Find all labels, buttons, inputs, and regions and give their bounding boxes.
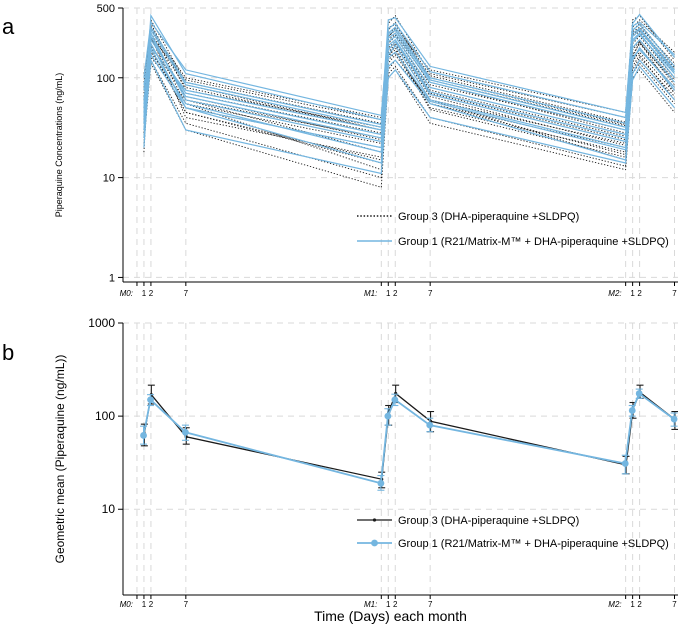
individual-line-group-1-5 <box>143 58 675 175</box>
individual-line-group-1-7 <box>143 20 675 119</box>
individual-line-group-3-8 <box>143 19 675 119</box>
x-tick-label-b-11: 7 <box>672 600 677 609</box>
mean-point-group-1-6 <box>426 421 434 429</box>
legend-label-a-1: Group 1 (R21/Matrix-M™ + DHA-piperaquine… <box>398 236 669 248</box>
x-tick-label-b-3: 7 <box>184 600 189 609</box>
individual-line-group-1-9 <box>143 30 675 143</box>
x-tick-label-a-7: 7 <box>428 289 433 298</box>
panel-label-b: b <box>2 340 15 365</box>
individual-line-group-1-11 <box>143 25 675 128</box>
individual-line-group-3-12 <box>143 48 675 161</box>
x-tick-label-b-4: M1: <box>364 600 377 609</box>
x-tick-label-b-0: M0: <box>120 600 133 609</box>
individual-line-group-1-8 <box>143 48 675 153</box>
mean-point-group-1-4 <box>384 412 392 420</box>
individual-line-group-3-0 <box>143 36 675 158</box>
individual-line-group-1-2 <box>143 53 675 164</box>
x-tick-label-b-7: 7 <box>428 600 433 609</box>
y-tick-label-a-3: 500 <box>97 3 115 15</box>
x-tick-label-b-10: 2 <box>637 600 642 609</box>
individual-line-group-3-3 <box>143 14 675 124</box>
individual-line-group-3-10 <box>143 51 675 153</box>
x-tick-label-b-6: 2 <box>393 600 398 609</box>
gridlines-b <box>123 322 678 595</box>
x-tick-label-a-11: 7 <box>672 289 677 298</box>
y-tick-label-b-0: 10 <box>102 502 116 516</box>
plot-area-b <box>140 384 678 491</box>
mean-point-group-1-9 <box>635 390 643 397</box>
individual-line-group-3-16 <box>143 36 675 146</box>
series-b-group-3 <box>140 384 678 489</box>
legend-label-b-0: Group 3 (DHA-piperaquine +SLDPQ) <box>398 515 579 527</box>
mean-line-group-1 <box>142 392 675 485</box>
x-tick-label-a-0: M0: <box>120 289 133 298</box>
x-tick-label-a-4: M1: <box>364 289 377 298</box>
y-tick-label-b-2: 1000 <box>88 316 115 330</box>
individual-line-group-1-10 <box>143 29 675 131</box>
mean-point-group-1-5 <box>391 396 399 404</box>
legend-label-b-1: Group 1 (R21/Matrix-M™ + DHA-piperaquine… <box>398 538 669 550</box>
x-tick-label-a-3: 7 <box>184 289 189 298</box>
y-tick-label-a-1: 10 <box>103 173 115 185</box>
series-b-group-1 <box>140 388 678 491</box>
mean-point-group-1-10 <box>670 415 678 423</box>
y-tick-label-b-1: 100 <box>95 409 115 423</box>
individual-line-group-3-11 <box>143 21 675 134</box>
legend-marker-b-1 <box>371 539 378 547</box>
x-tick-label-b-2: 2 <box>149 600 154 609</box>
x-tick-label-b-1: 1 <box>142 600 147 609</box>
mean-point-group-1-3 <box>377 479 385 487</box>
y-axis-title-b: Geometric mean (Piperaquine (ng/mL)) <box>53 355 67 564</box>
series-a-group-1 <box>143 13 675 175</box>
panel-label-a: a <box>2 14 15 39</box>
individual-line-group-1-4 <box>143 23 675 128</box>
mean-point-group-1-7 <box>621 460 629 467</box>
y-tick-label-a-0: 1 <box>109 272 115 284</box>
x-tick-label-a-6: 2 <box>393 289 398 298</box>
x-tick-label-a-9: 1 <box>630 289 635 298</box>
x-axis-title-b: Time (Days) each month <box>314 608 467 624</box>
x-tick-label-a-1: 1 <box>142 289 147 298</box>
y-tick-label-a-2: 100 <box>97 73 115 85</box>
legend-label-a-0: Group 3 (DHA-piperaquine +SLDPQ) <box>398 211 579 223</box>
x-tick-label-a-8: M2: <box>608 289 621 298</box>
x-tick-label-b-5: 1 <box>386 600 391 609</box>
x-tick-label-a-2: 2 <box>149 289 154 298</box>
y-axis-title-a: Piperaquine Concentrations (ng/mL) <box>54 73 64 218</box>
plot-area-a <box>143 13 675 188</box>
x-tick-label-a-5: 1 <box>386 289 391 298</box>
mean-point-group-1-8 <box>628 407 636 414</box>
x-tick-label-b-8: M2: <box>608 600 621 609</box>
legend-marker-b-0 <box>372 518 377 522</box>
mean-point-group-1-2 <box>182 428 189 436</box>
x-tick-label-b-9: 1 <box>630 600 635 609</box>
mean-point-group-1-0 <box>140 432 147 439</box>
mean-point-group-1-1 <box>147 396 154 404</box>
mean-line-group-3 <box>143 391 676 480</box>
x-tick-label-a-10: 2 <box>637 289 642 298</box>
